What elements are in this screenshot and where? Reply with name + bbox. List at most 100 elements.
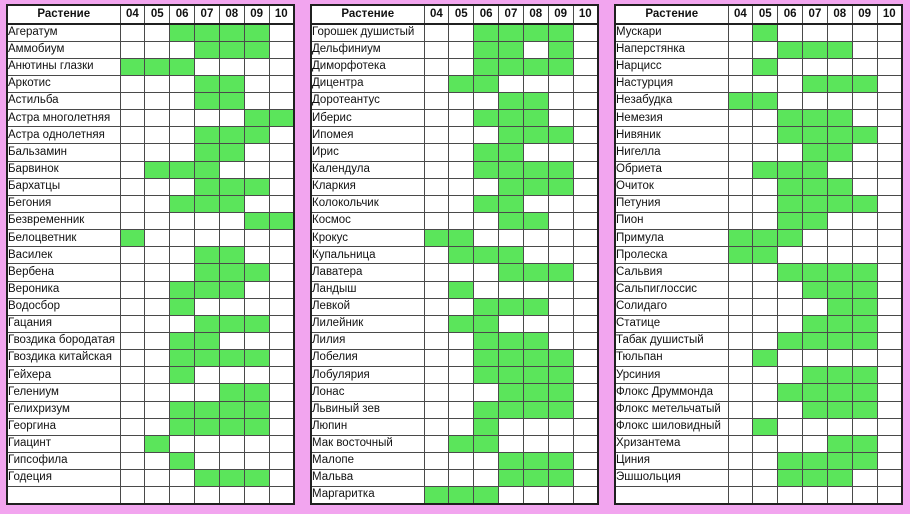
- bloom-cell-month-06: [169, 400, 196, 419]
- table-row: Лилия: [310, 332, 599, 351]
- empty-cell-month-08: [826, 57, 853, 76]
- plant-name-cell: Лобулярия: [310, 366, 425, 385]
- table-row: Лобулярия: [310, 366, 599, 385]
- plant-name-cell: [614, 486, 729, 505]
- empty-cell-month-05: [144, 212, 171, 231]
- plant-name-cell: Колокольчик: [310, 194, 425, 214]
- empty-cell-month-10: [572, 109, 599, 128]
- empty-cell-month-04: [423, 434, 450, 454]
- bloom-cell-month-08: [522, 452, 549, 471]
- table-row: Доротеантус: [310, 92, 599, 111]
- bloom-cell-month-04: [119, 229, 146, 248]
- column-header-month-08: 08: [522, 4, 549, 25]
- bloom-cell-month-07: [194, 126, 220, 145]
- bloom-cell-month-07: [498, 57, 524, 76]
- bloom-cell-month-09: [243, 212, 270, 231]
- column-header-month-04: 04: [119, 4, 146, 25]
- empty-cell-month-04: [119, 109, 146, 128]
- bloom-cell-month-07: [802, 74, 828, 94]
- table-row: Эшшольция: [614, 469, 903, 488]
- empty-cell-month-05: [448, 383, 475, 402]
- bloom-cell-month-06: [169, 417, 196, 436]
- bloom-cell-month-07: [194, 160, 220, 179]
- bloom-cell-month-06: [169, 297, 196, 316]
- plant-name-cell: Гипсофила: [6, 452, 121, 471]
- plant-name-cell: Крокус: [310, 229, 425, 248]
- empty-cell-month-05: [448, 143, 475, 162]
- table-row: Гвоздика бородатая: [6, 332, 295, 351]
- table-row: Левкой: [310, 297, 599, 316]
- empty-cell-month-09: [243, 280, 270, 299]
- empty-cell-month-08: [522, 417, 549, 436]
- table-row: Гипсофила: [6, 452, 295, 471]
- bloom-cell-month-05: [448, 280, 475, 299]
- empty-cell-month-06: [473, 280, 500, 299]
- empty-cell-month-04: [119, 297, 146, 316]
- plant-name-cell: Львиный зев: [310, 400, 425, 419]
- header-row: Растение 04 05 06 07 08 09 10: [6, 4, 295, 25]
- empty-cell-month-06: [473, 229, 500, 248]
- empty-cell-month-04: [119, 92, 146, 111]
- empty-cell-month-04: [119, 212, 146, 231]
- table-row: Тюльпан: [614, 349, 903, 368]
- bloom-cell-month-06: [777, 212, 804, 231]
- empty-cell-month-06: [169, 314, 196, 334]
- plant-name-cell: Маргаритка: [310, 486, 425, 505]
- column-header-month-08: 08: [826, 4, 853, 25]
- empty-cell-month-04: [727, 280, 754, 299]
- bloom-cell-month-08: [826, 194, 853, 214]
- table-row: Ирис: [310, 143, 599, 162]
- empty-cell-month-10: [268, 92, 295, 111]
- bloom-cell-month-06: [473, 23, 500, 42]
- empty-cell-month-05: [448, 263, 475, 282]
- empty-cell-month-04: [727, 126, 754, 145]
- bloom-cell-month-08: [826, 297, 853, 316]
- empty-cell-month-10: [572, 366, 599, 385]
- bloom-cell-month-05: [448, 229, 475, 248]
- empty-cell-month-05: [144, 92, 171, 111]
- table-row: Петуния: [614, 194, 903, 214]
- empty-cell-month-09: [243, 74, 270, 94]
- empty-cell-month-10: [268, 434, 295, 454]
- empty-cell-month-10: [572, 280, 599, 299]
- table-row: Очиток: [614, 177, 903, 196]
- bloom-cell-month-08: [826, 109, 853, 128]
- plant-name-cell: Безвременник: [6, 212, 121, 231]
- bloom-cell-month-05: [448, 434, 475, 454]
- empty-cell-month-07: [194, 297, 220, 316]
- table-row: Нарцисс: [614, 57, 903, 76]
- empty-cell-month-09: [851, 143, 878, 162]
- empty-cell-month-05: [144, 297, 171, 316]
- empty-cell-month-07: [802, 92, 828, 111]
- empty-cell-month-09: [243, 143, 270, 162]
- empty-cell-month-10: [268, 280, 295, 299]
- table-row: Циния: [614, 452, 903, 471]
- empty-cell-month-06: [169, 40, 196, 59]
- bloom-cell-month-07: [802, 109, 828, 128]
- plant-name-cell: [6, 486, 121, 505]
- empty-cell-month-07: [194, 229, 220, 248]
- bloom-cell-month-05: [144, 57, 171, 76]
- empty-cell-month-05: [448, 400, 475, 419]
- empty-cell-month-09: [243, 434, 270, 454]
- column-header-month-05: 05: [752, 4, 779, 25]
- bloom-cell-month-06: [473, 246, 500, 265]
- table-row: Флокс Друммонда: [614, 383, 903, 402]
- empty-cell-month-08: [522, 40, 549, 59]
- table-row: Космос: [310, 212, 599, 231]
- plant-name-cell: Мальва: [310, 469, 425, 488]
- plant-name-cell: Водосбор: [6, 297, 121, 316]
- bloom-cell-month-06: [169, 366, 196, 385]
- column-header-month-05: 05: [448, 4, 475, 25]
- empty-cell-month-06: [777, 74, 804, 94]
- plant-name-cell: Примула: [614, 229, 729, 248]
- bloom-cell-month-05: [448, 246, 475, 265]
- bloom-cell-month-09: [547, 366, 574, 385]
- empty-cell-month-10: [572, 383, 599, 402]
- empty-cell-month-10: [876, 229, 903, 248]
- empty-cell-month-10: [572, 194, 599, 214]
- empty-cell-month-09: [547, 109, 574, 128]
- empty-cell-month-06: [777, 314, 804, 334]
- empty-cell-month-04: [727, 194, 754, 214]
- bloom-cell-month-09: [851, 280, 878, 299]
